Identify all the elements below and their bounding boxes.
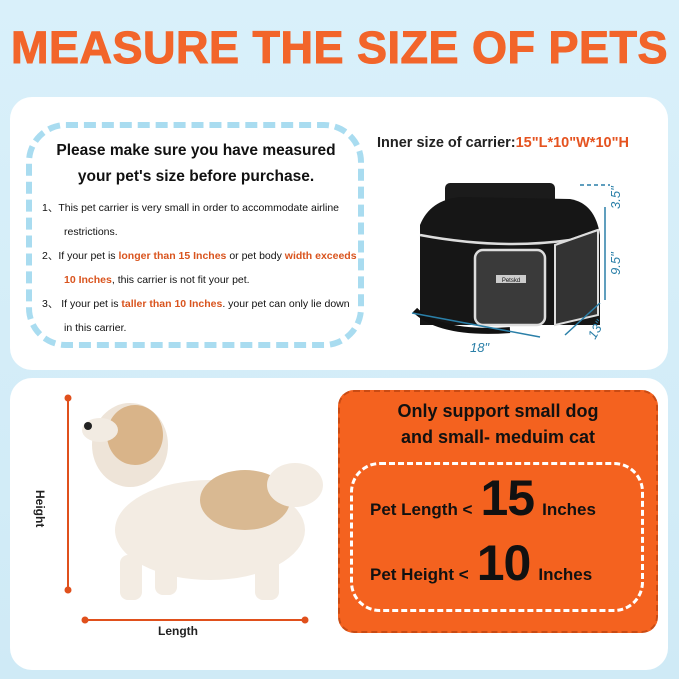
length-label: Length bbox=[158, 624, 198, 638]
carrier-logo bbox=[496, 275, 526, 283]
limits-heading: Only support small dog and small- meduim… bbox=[338, 398, 658, 450]
list-item: 1、This pet carrier is very small in orde… bbox=[42, 202, 340, 238]
height-limit: Pet Height <10 Inches bbox=[370, 535, 593, 591]
height-label: Height bbox=[33, 490, 47, 528]
expand-dimension: 3.5" bbox=[608, 185, 623, 209]
notice-frame bbox=[26, 122, 364, 348]
page-title: MEASURE THE SIZE OF PETS bbox=[10, 22, 669, 74]
notice-heading-line2: your pet's size before purchase. bbox=[77, 168, 315, 185]
notice-heading: Please make sure you have measured your … bbox=[36, 138, 356, 190]
notice-list: 1、This pet carrier is very small in orde… bbox=[42, 196, 360, 340]
carrier-logo-text: Petskd bbox=[502, 278, 520, 284]
length-limit: Pet Length <15 Inches bbox=[370, 470, 596, 526]
limits-heading-line1: Only support small dog bbox=[397, 401, 599, 421]
inner-size-label: Inner size of carrier:15"L*10"W*10"H bbox=[377, 135, 629, 151]
dog-image bbox=[64, 394, 323, 624]
limits-inner-frame bbox=[350, 462, 644, 612]
height-dimension: 9.5" bbox=[608, 251, 623, 275]
length-dimension: 18" bbox=[470, 340, 490, 355]
list-item: 3、 If your pet is taller than 10 Inches.… bbox=[42, 298, 350, 334]
limits-box bbox=[338, 390, 658, 633]
notice-heading-line1: Please make sure you have measured bbox=[56, 142, 336, 159]
limits-heading-line2: and small- meduim cat bbox=[400, 427, 596, 447]
list-item: 2、If your pet is longer than 15 Inches o… bbox=[42, 250, 357, 286]
carrier-image: Petskd 18" 13" 9.5" 3.5" bbox=[411, 183, 623, 355]
